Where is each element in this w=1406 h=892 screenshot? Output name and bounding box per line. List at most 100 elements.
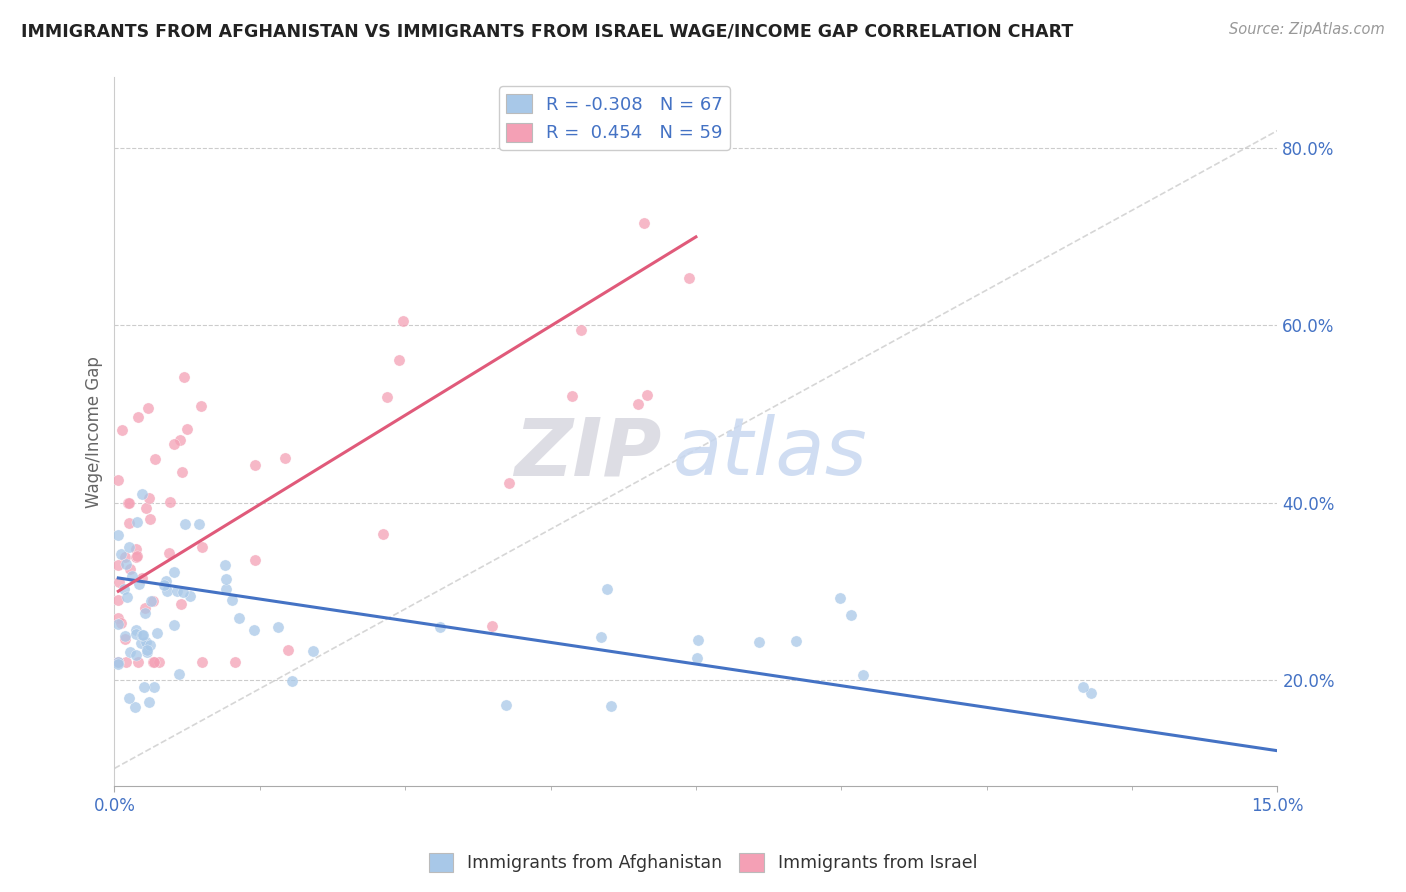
Point bbox=[118, 691, 141, 706]
Point bbox=[596, 582, 619, 596]
Point bbox=[636, 388, 658, 402]
Point bbox=[107, 592, 129, 607]
Point bbox=[132, 681, 155, 695]
Point bbox=[392, 314, 415, 328]
Text: atlas: atlas bbox=[672, 414, 868, 492]
Point bbox=[371, 526, 394, 541]
Point bbox=[107, 558, 129, 572]
Point bbox=[589, 630, 612, 644]
Point bbox=[221, 593, 243, 607]
Point bbox=[138, 695, 160, 709]
Point bbox=[495, 698, 517, 712]
Point bbox=[107, 528, 129, 542]
Point bbox=[273, 450, 295, 465]
Point bbox=[107, 617, 129, 632]
Point bbox=[167, 666, 190, 681]
Point bbox=[117, 496, 139, 510]
Point bbox=[127, 409, 149, 424]
Point bbox=[125, 550, 148, 565]
Point bbox=[127, 549, 149, 563]
Point bbox=[302, 644, 325, 658]
Point bbox=[143, 680, 166, 694]
Point bbox=[498, 475, 520, 490]
Point bbox=[142, 655, 165, 669]
Point bbox=[828, 591, 851, 606]
Point bbox=[243, 458, 266, 472]
Point bbox=[107, 473, 129, 487]
Point bbox=[128, 576, 150, 591]
Point bbox=[115, 655, 138, 669]
Point bbox=[138, 491, 160, 506]
Point bbox=[172, 465, 194, 479]
Point bbox=[110, 616, 132, 631]
Point bbox=[107, 655, 129, 669]
Point bbox=[173, 517, 195, 532]
Point bbox=[124, 699, 146, 714]
Point bbox=[134, 600, 156, 615]
Point bbox=[176, 422, 198, 436]
Point bbox=[114, 549, 136, 564]
Point bbox=[141, 594, 163, 608]
Point bbox=[132, 627, 155, 641]
Point bbox=[190, 399, 212, 413]
Point bbox=[243, 553, 266, 567]
Text: Source: ZipAtlas.com: Source: ZipAtlas.com bbox=[1229, 22, 1385, 37]
Point bbox=[107, 611, 129, 625]
Point bbox=[481, 619, 503, 633]
Y-axis label: Wage/Income Gap: Wage/Income Gap bbox=[86, 356, 103, 508]
Point bbox=[281, 673, 304, 688]
Point bbox=[163, 566, 186, 580]
Point bbox=[215, 582, 238, 597]
Point bbox=[388, 352, 411, 367]
Point bbox=[166, 584, 188, 599]
Point bbox=[124, 627, 146, 641]
Point bbox=[129, 635, 152, 649]
Point bbox=[114, 557, 136, 571]
Point bbox=[785, 634, 807, 648]
Point bbox=[135, 645, 157, 659]
Point bbox=[852, 667, 875, 681]
Point bbox=[179, 590, 201, 604]
Point bbox=[135, 643, 157, 657]
Point bbox=[163, 437, 186, 451]
Point bbox=[110, 547, 132, 561]
Point bbox=[748, 634, 770, 648]
Point bbox=[148, 655, 170, 669]
Point bbox=[173, 369, 195, 384]
Point bbox=[114, 632, 136, 646]
Point bbox=[142, 655, 165, 669]
Legend: Immigrants from Afghanistan, Immigrants from Israel: Immigrants from Afghanistan, Immigrants … bbox=[422, 846, 984, 879]
Point bbox=[127, 655, 149, 669]
Point bbox=[215, 572, 238, 586]
Point bbox=[157, 546, 180, 560]
Point bbox=[169, 433, 191, 447]
Point bbox=[121, 568, 143, 582]
Point bbox=[214, 558, 236, 573]
Point bbox=[600, 699, 623, 714]
Point bbox=[112, 582, 135, 596]
Point bbox=[243, 623, 266, 637]
Point bbox=[143, 451, 166, 466]
Point bbox=[135, 500, 157, 515]
Point bbox=[138, 512, 160, 526]
Point bbox=[169, 598, 191, 612]
Point bbox=[142, 594, 165, 608]
Point bbox=[159, 494, 181, 508]
Point bbox=[191, 655, 214, 669]
Point bbox=[131, 487, 153, 501]
Point bbox=[569, 323, 592, 337]
Point bbox=[228, 610, 250, 624]
Point bbox=[134, 606, 156, 620]
Point bbox=[131, 571, 153, 585]
Point bbox=[118, 496, 141, 510]
Point bbox=[118, 540, 141, 554]
Point bbox=[155, 574, 177, 589]
Legend: R = -0.308   N = 67, R =  0.454   N = 59: R = -0.308 N = 67, R = 0.454 N = 59 bbox=[499, 87, 730, 150]
Point bbox=[841, 607, 863, 622]
Point bbox=[1080, 686, 1102, 700]
Point bbox=[560, 389, 582, 403]
Point bbox=[139, 638, 162, 652]
Point bbox=[633, 217, 655, 231]
Point bbox=[107, 574, 129, 589]
Text: IMMIGRANTS FROM AFGHANISTAN VS IMMIGRANTS FROM ISRAEL WAGE/INCOME GAP CORRELATIO: IMMIGRANTS FROM AFGHANISTAN VS IMMIGRANT… bbox=[21, 22, 1073, 40]
